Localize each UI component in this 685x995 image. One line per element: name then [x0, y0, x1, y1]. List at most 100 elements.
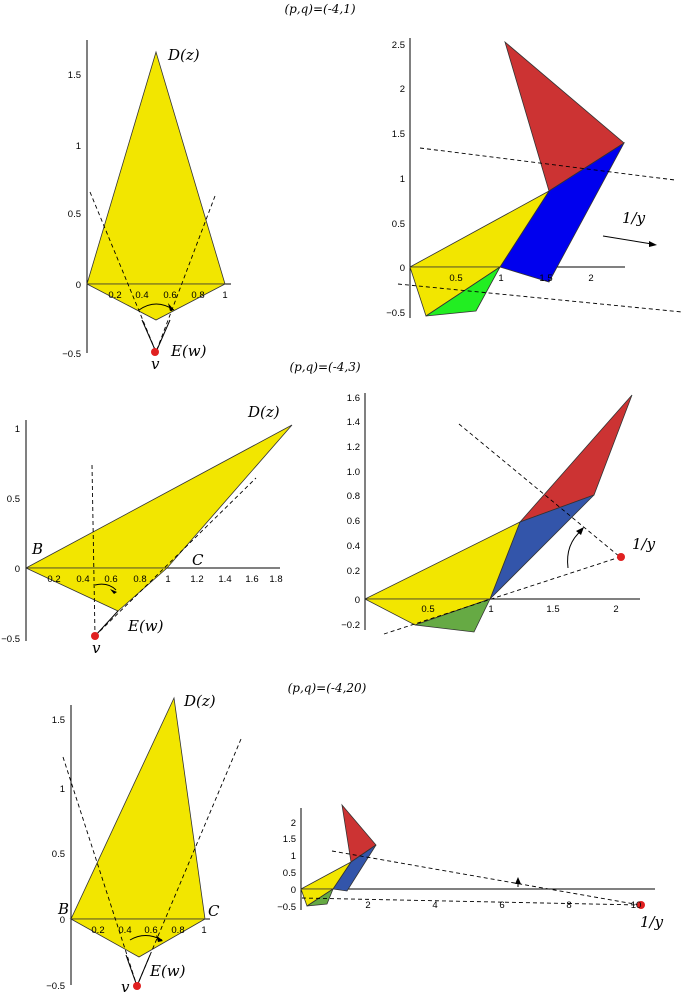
- arrow-head: [156, 935, 163, 942]
- arrow-head: [649, 241, 657, 247]
- arrow-line: [602, 235, 653, 245]
- label-Ew: E(w): [170, 342, 207, 360]
- point-inv-y: [637, 901, 645, 909]
- x-tick: 10: [631, 900, 642, 911]
- y-tick: 1: [60, 784, 65, 795]
- x-tick: 0.4: [118, 925, 131, 936]
- label-v: v: [151, 355, 160, 373]
- dashed-line-lower: [301, 897, 641, 906]
- segment-left: [141, 319, 157, 353]
- y-tick: 0: [400, 263, 405, 274]
- x-tick: 0.2: [108, 290, 121, 301]
- x-tick: 1.5: [539, 273, 552, 284]
- x-tick: 1: [165, 574, 170, 585]
- segment-right: [155, 319, 171, 353]
- x-tick: 1.4: [218, 574, 231, 585]
- label-Dz: D(z): [167, 46, 200, 64]
- panel2-right-plot: 1/y 1.6 1.4 1.2 1.0 0.8 0.6 0.4 0.2 0 −0…: [341, 393, 656, 635]
- x-tick: 0.2: [47, 574, 60, 585]
- segment: [94, 610, 119, 637]
- y-tick: 2: [400, 84, 405, 95]
- x-tick: 1.2: [190, 574, 203, 585]
- y-tick: 1.2: [347, 442, 360, 453]
- segment-right: [136, 954, 151, 987]
- y-tick: 1: [400, 174, 405, 185]
- arrow-head: [110, 589, 117, 594]
- triangle-E: [86, 283, 226, 321]
- y-tick: 0.5: [7, 494, 20, 505]
- label-inv-y: 1/y: [640, 913, 664, 931]
- y-tick: 0.5: [392, 219, 405, 230]
- x-tick: 1: [222, 290, 227, 301]
- x-tick: 1.6: [245, 574, 258, 585]
- x-tick: 0.8: [171, 925, 184, 936]
- y-tick: 1.5: [283, 834, 296, 845]
- x-tick: 0.6: [144, 925, 157, 936]
- y-tick: 0.6: [347, 516, 360, 527]
- x-tick: 1: [498, 273, 503, 284]
- x-tick: 2: [588, 273, 593, 284]
- dashed-line-upper: [331, 850, 641, 906]
- x-tick: 0.4: [76, 574, 89, 585]
- label-Dz: D(z): [183, 692, 216, 710]
- y-tick: 0: [60, 915, 65, 926]
- y-tick: 0.8: [347, 491, 360, 502]
- panel2-title: (p,q)=(-4,3): [289, 360, 360, 374]
- y-tick: 1.5: [68, 70, 81, 81]
- x-tick: 1: [201, 925, 206, 936]
- panel1-right-plot: 1/y 2.5 2 1.5 1 0.5 0 −0.5 0.5 1 1.5 2: [386, 38, 683, 319]
- y-tick: 0.4: [347, 541, 360, 552]
- label-inv-y: 1/y: [632, 535, 656, 553]
- y-tick: 0.5: [68, 209, 81, 220]
- x-tick: 0.2: [91, 925, 104, 936]
- dashed-line-lower: [383, 556, 621, 635]
- y-tick: 1: [15, 424, 20, 435]
- y-tick: 1.5: [52, 715, 65, 726]
- x-tick: 4: [432, 900, 437, 911]
- triangle-E: [69, 918, 207, 958]
- y-tick: 1.4: [347, 417, 360, 428]
- y-tick: 0.5: [283, 868, 296, 879]
- x-tick: 0.6: [104, 574, 117, 585]
- green-region: [306, 887, 334, 907]
- label-C: C: [208, 902, 220, 920]
- angle-arc: [567, 529, 583, 569]
- x-tick: 1.8: [269, 574, 282, 585]
- dashed-line-diagonal: [94, 477, 257, 637]
- x-tick: 1.5: [546, 604, 559, 615]
- y-tick: 0: [76, 280, 81, 291]
- segment-left: [125, 954, 138, 987]
- x-tick: 0.5: [449, 273, 462, 284]
- x-tick: 0.4: [135, 290, 148, 301]
- label-v: v: [92, 639, 101, 657]
- dashed-line-right: [136, 738, 242, 987]
- y-tick: −0.5: [277, 902, 296, 913]
- y-tick: −0.5: [46, 981, 65, 992]
- y-tick: 2.5: [392, 40, 405, 51]
- x-tick: 1: [488, 604, 493, 615]
- x-tick: 2: [365, 900, 370, 911]
- panel1-title: (p,q)=(-4,1): [284, 2, 355, 16]
- arrow-head: [168, 303, 174, 311]
- label-Ew: E(w): [127, 617, 164, 635]
- y-tick: 1: [76, 141, 81, 152]
- x-tick: 0.6: [163, 290, 176, 301]
- arrow-head: [515, 877, 521, 884]
- point-inv-y: [617, 553, 625, 561]
- y-tick: 0: [15, 564, 20, 575]
- y-tick: 0: [291, 885, 296, 896]
- label-v: v: [121, 978, 130, 995]
- label-C: C: [192, 551, 204, 569]
- y-tick: 0.5: [52, 849, 65, 860]
- panel3-left-plot: D(z) B C E(w) v 1.5 1 0.5 0 −0.5 0.2 0.4…: [46, 692, 242, 995]
- x-tick: 6: [499, 900, 504, 911]
- point-v: [133, 982, 141, 990]
- y-tick: 1: [291, 851, 296, 862]
- y-tick: 0: [355, 595, 360, 606]
- arrow-head: [576, 527, 584, 535]
- label-Ew: E(w): [149, 962, 186, 980]
- triangle-D: [25, 424, 293, 569]
- dashed-line-left: [62, 756, 138, 987]
- point-v: [151, 348, 159, 356]
- label-Dz: D(z): [247, 403, 280, 421]
